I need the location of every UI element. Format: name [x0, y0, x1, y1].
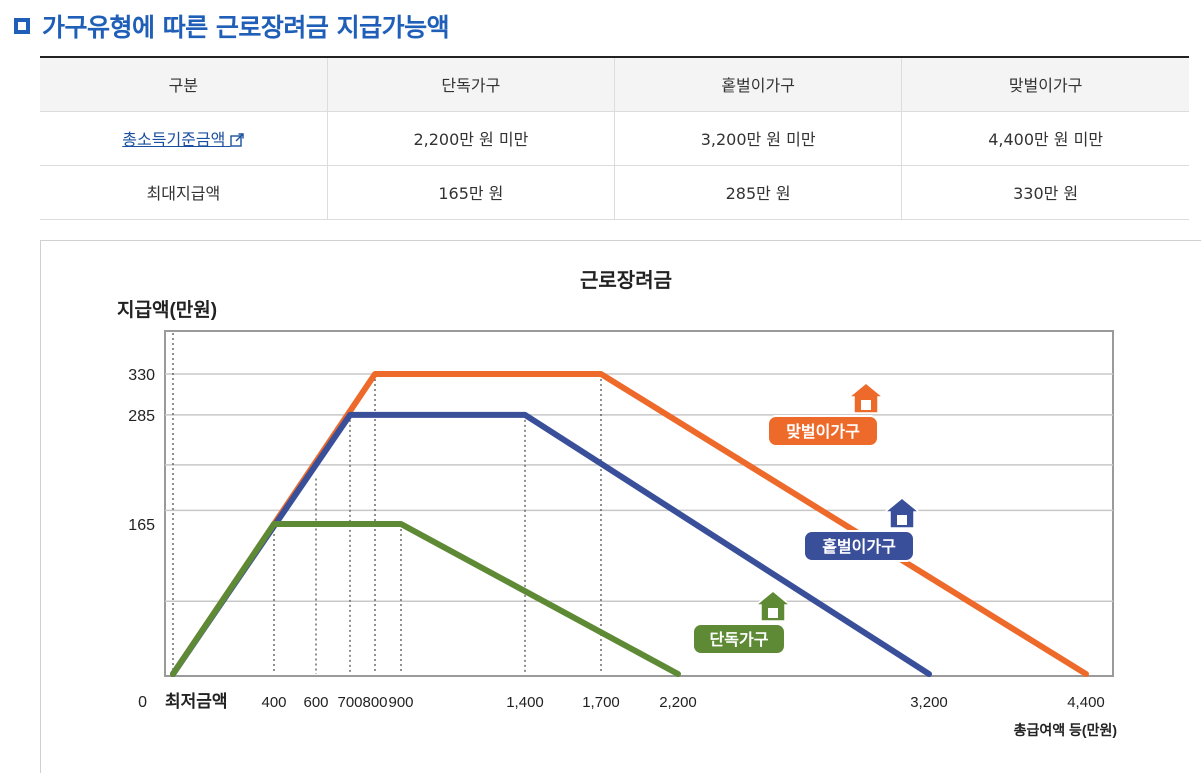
house-window-icon [897, 515, 907, 525]
x-tick-label: 4,400 [1067, 694, 1105, 711]
table-cell: 285만 원 [614, 165, 903, 220]
legend-badge-bg [692, 623, 786, 655]
x-tick-label: 1,700 [582, 694, 620, 711]
house-icon [846, 382, 886, 414]
x-tick-label: 2,200 [659, 694, 697, 711]
x-tick-label: 400 [261, 694, 286, 711]
table-header-row: 구분 단독가구 홑벌이가구 맞벌이가구 [40, 56, 1189, 112]
house-icon [882, 497, 922, 529]
plot-area-frame [164, 330, 1114, 677]
x-tick-label: 600 [303, 694, 328, 711]
legend-label: 홑벌이가구 [822, 537, 896, 556]
series-legend-badge: 홑벌이가구 [803, 497, 922, 562]
link-label[interactable]: 총소득기준금액 [122, 130, 226, 149]
legend-label: 맞벌이가구 [786, 423, 860, 441]
y-tick-label: 330 [128, 367, 155, 384]
external-link-icon[interactable] [230, 133, 245, 147]
x-tick-label: 3,200 [910, 694, 948, 711]
y-tick-label: 165 [128, 517, 155, 534]
y-tick-label: 0 [138, 694, 147, 711]
x-tick-label: 700 [337, 694, 362, 711]
y-tick-label: 285 [128, 408, 155, 425]
square-bullet-icon [14, 18, 30, 34]
table-cell: 2,200만 원 미만 [327, 111, 616, 166]
series-line [170, 521, 681, 677]
series-legend-badge: 단독가구 [692, 590, 793, 655]
x-tick-label: 900 [388, 694, 413, 711]
table-cell: 3,200만 원 미만 [614, 111, 903, 166]
total-income-link[interactable]: 총소득기준금액 [122, 130, 245, 149]
house-window-icon [861, 400, 871, 410]
column-header: 단독가구 [327, 56, 616, 112]
house-window-icon [768, 608, 778, 618]
section-title: 가구유형에 따른 근로장려금 지급가능액 [42, 13, 450, 42]
table-cell: 4,400만 원 미만 [901, 111, 1189, 166]
x-tick-label: 1,400 [506, 694, 544, 711]
row-header-total-income: 총소득기준금액 [40, 111, 328, 166]
column-header: 맞벌이가구 [901, 56, 1189, 112]
legend-label: 단독가구 [710, 631, 769, 649]
legend-badge-bg [803, 530, 915, 562]
column-header: 홑벌이가구 [614, 56, 903, 112]
x-tick-label: 최저금액 [165, 692, 228, 711]
table-cell: 165만 원 [327, 165, 616, 220]
x-axis-label: 총급여액 등(만원) [1014, 722, 1117, 738]
legend-badge-bg [767, 415, 879, 447]
chart-title: 근로장려금 [580, 269, 672, 292]
house-icon [753, 590, 793, 622]
section-heading: 가구유형에 따른 근로장려금 지급가능액 [14, 6, 450, 46]
row-header-max-amount: 최대지급액 [40, 165, 328, 220]
eligibility-table: 구분 단독가구 홑벌이가구 맞벌이가구 총소득기준금액 2,200만 원 미만 … [40, 56, 1189, 220]
column-header: 구분 [40, 56, 328, 112]
table-row: 최대지급액 165만 원 285만 원 330만 원 [40, 165, 1189, 220]
table-cell: 330만 원 [901, 165, 1189, 220]
x-tick-label: 800 [362, 694, 387, 711]
series-legend-badge: 맞벌이가구 [767, 382, 886, 447]
table-row: 총소득기준금액 2,200만 원 미만 3,200만 원 미만 4,400만 원… [40, 111, 1189, 166]
y-axis-label: 지급액(만원) [117, 299, 217, 321]
